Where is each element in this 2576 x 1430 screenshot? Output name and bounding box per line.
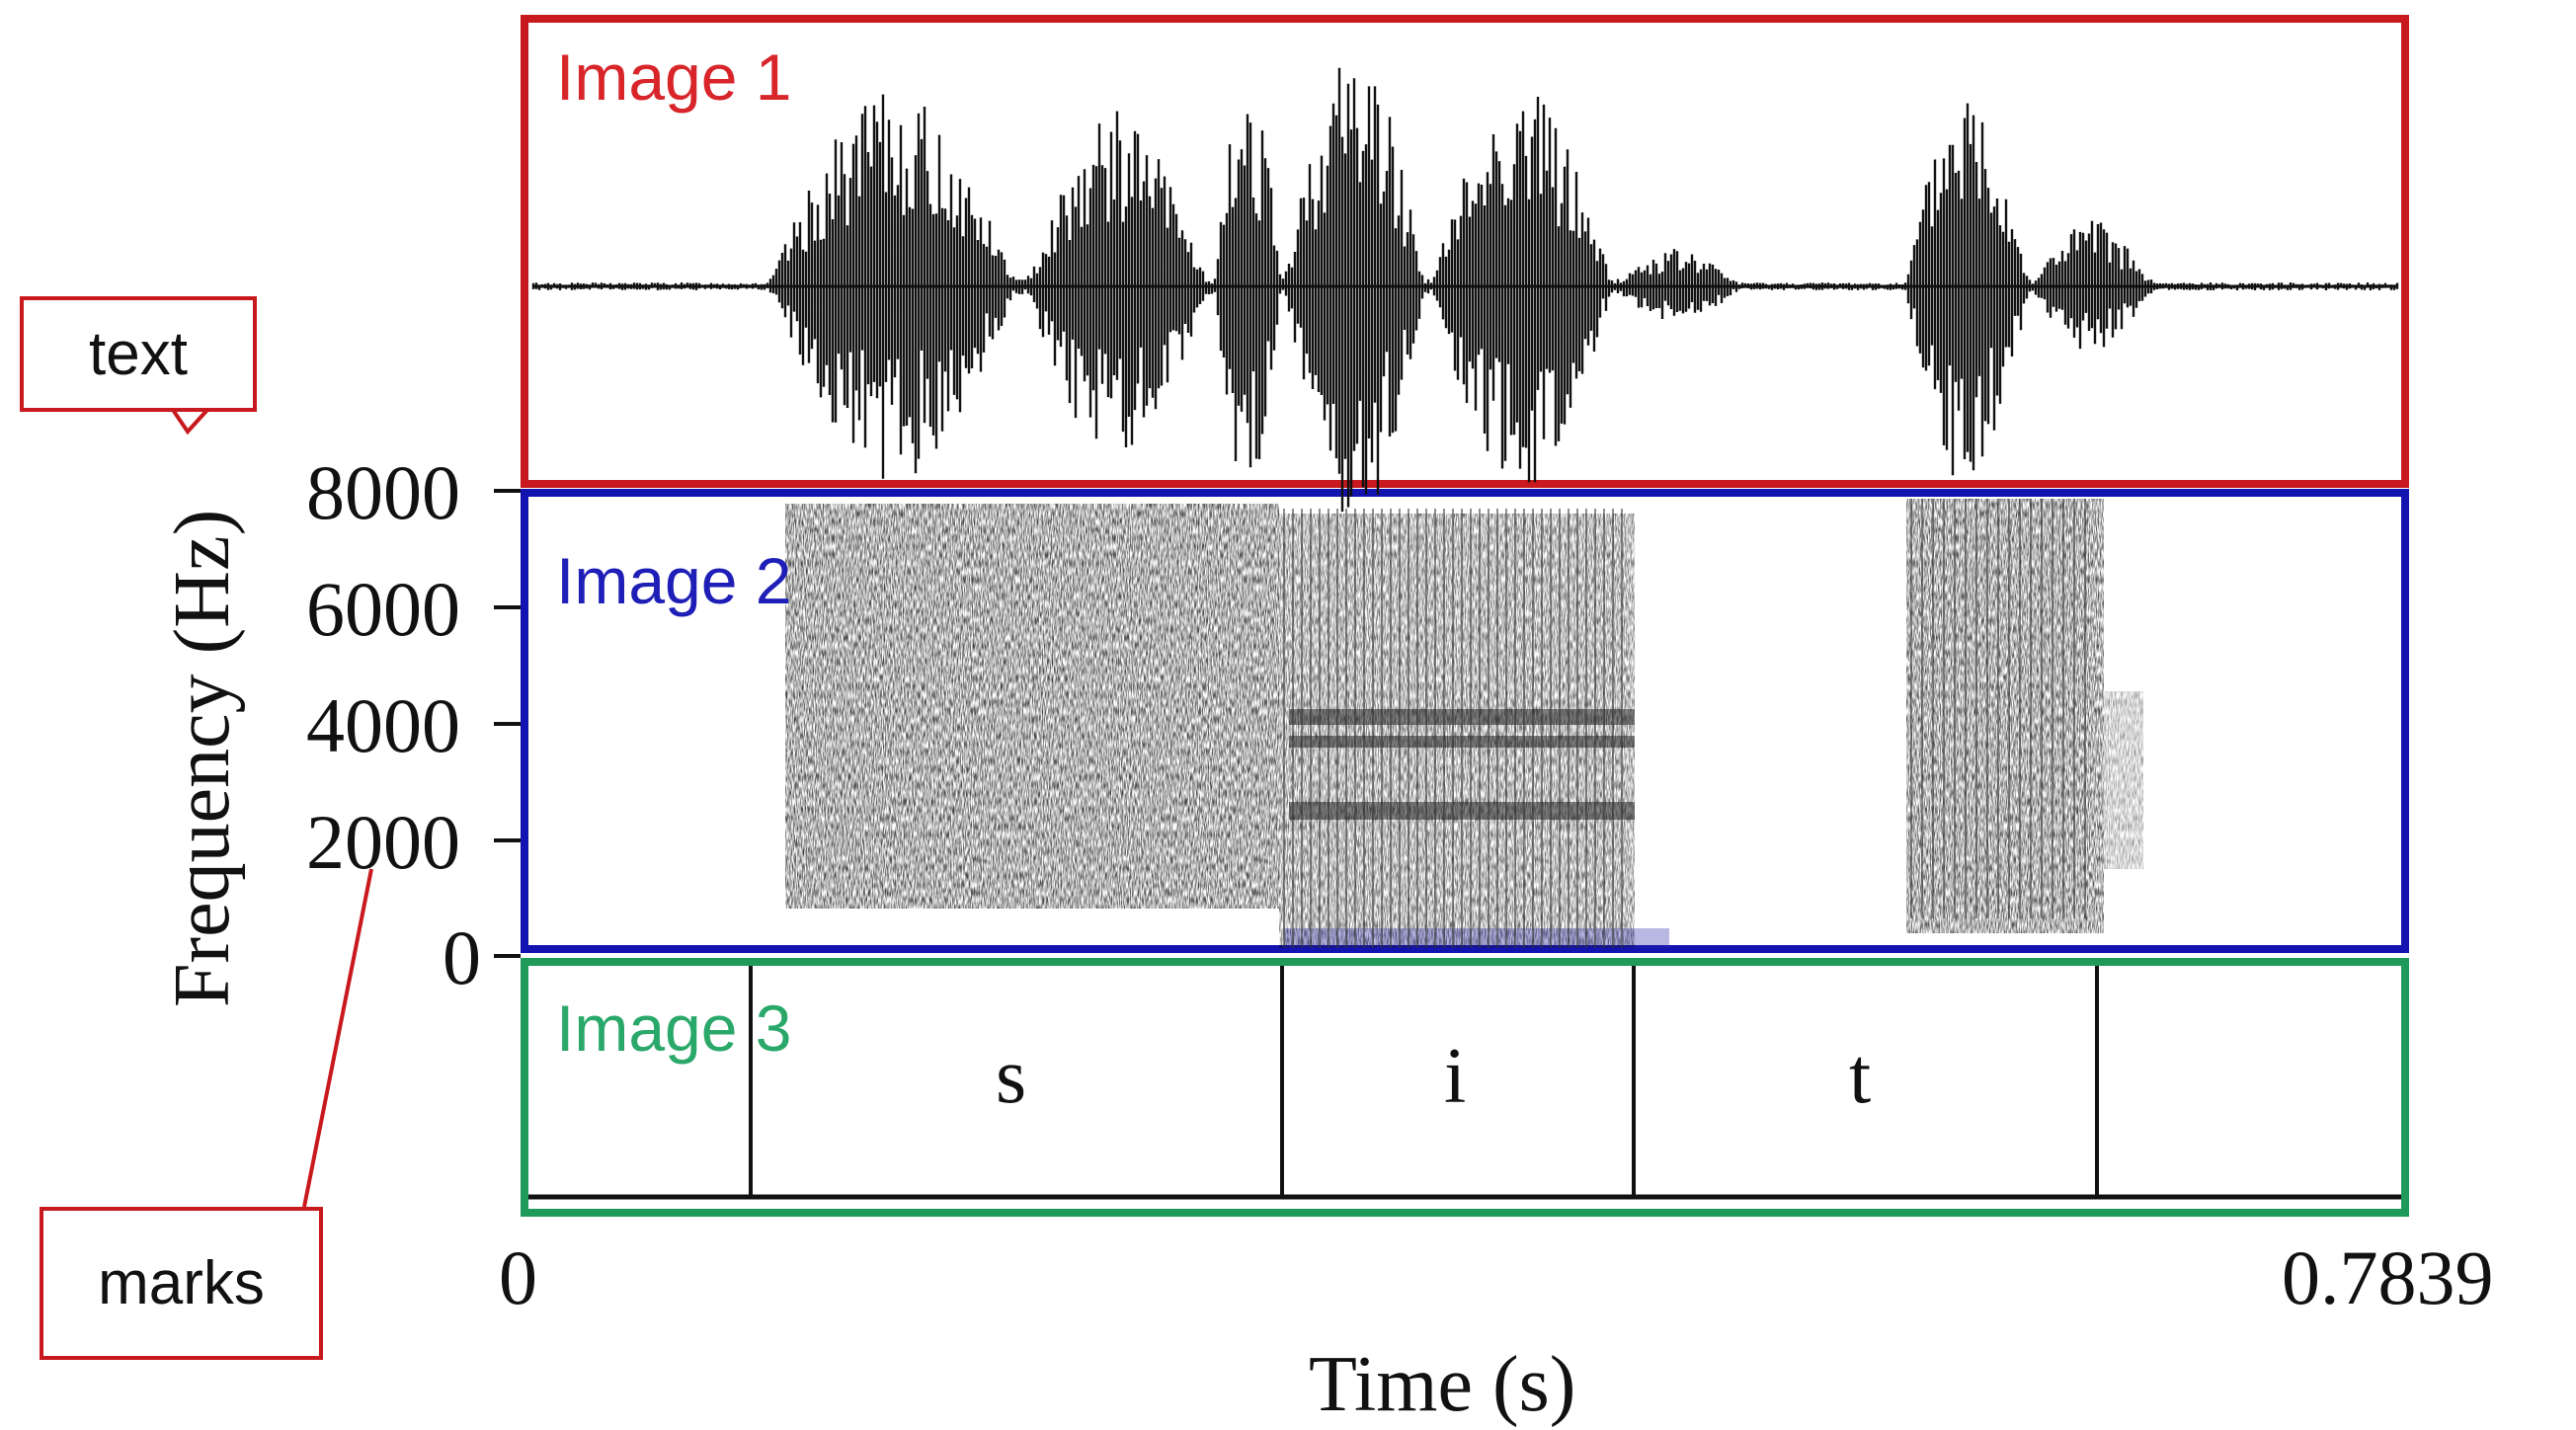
segment-boundaries bbox=[528, 966, 2401, 1200]
text-callout-pointer bbox=[171, 408, 209, 436]
textgrid-panel bbox=[521, 958, 2409, 1217]
spectrogram bbox=[785, 499, 2143, 948]
text-callout: text bbox=[20, 296, 257, 412]
y-axis-ticks bbox=[494, 489, 521, 958]
image2-label: Image 2 bbox=[556, 544, 792, 617]
y-tick-label-2000: 2000 bbox=[306, 799, 460, 885]
x-axis-start: 0 bbox=[499, 1234, 537, 1320]
segment-label-t: t bbox=[1849, 1033, 1872, 1120]
text-callout-label: text bbox=[89, 320, 188, 388]
segment-label-s: s bbox=[996, 1033, 1027, 1120]
y-tick-label-4000: 4000 bbox=[306, 682, 460, 768]
waveform bbox=[531, 67, 2399, 513]
x-axis-title: Time (s) bbox=[1309, 1341, 1576, 1428]
y-tick-label-6000: 6000 bbox=[306, 566, 460, 652]
y-axis-title: Frequency (Hz) bbox=[159, 509, 246, 1007]
y-tick-label-8000: 8000 bbox=[306, 449, 460, 535]
image1-label: Image 1 bbox=[556, 40, 792, 114]
y-tick-label-0: 0 bbox=[443, 914, 481, 1000]
segment-label-i: i bbox=[1444, 1033, 1467, 1120]
waveform-trace bbox=[531, 67, 2399, 513]
marks-callout-pointer bbox=[302, 868, 373, 1208]
marks-callout-label: marks bbox=[98, 1249, 265, 1317]
marks-callout: marks bbox=[40, 1207, 323, 1360]
image3-label: Image 3 bbox=[556, 992, 792, 1065]
spectrogram-striations bbox=[1283, 499, 2086, 948]
callout-pointers bbox=[171, 408, 373, 1208]
x-axis-end: 0.7839 bbox=[2282, 1234, 2494, 1320]
